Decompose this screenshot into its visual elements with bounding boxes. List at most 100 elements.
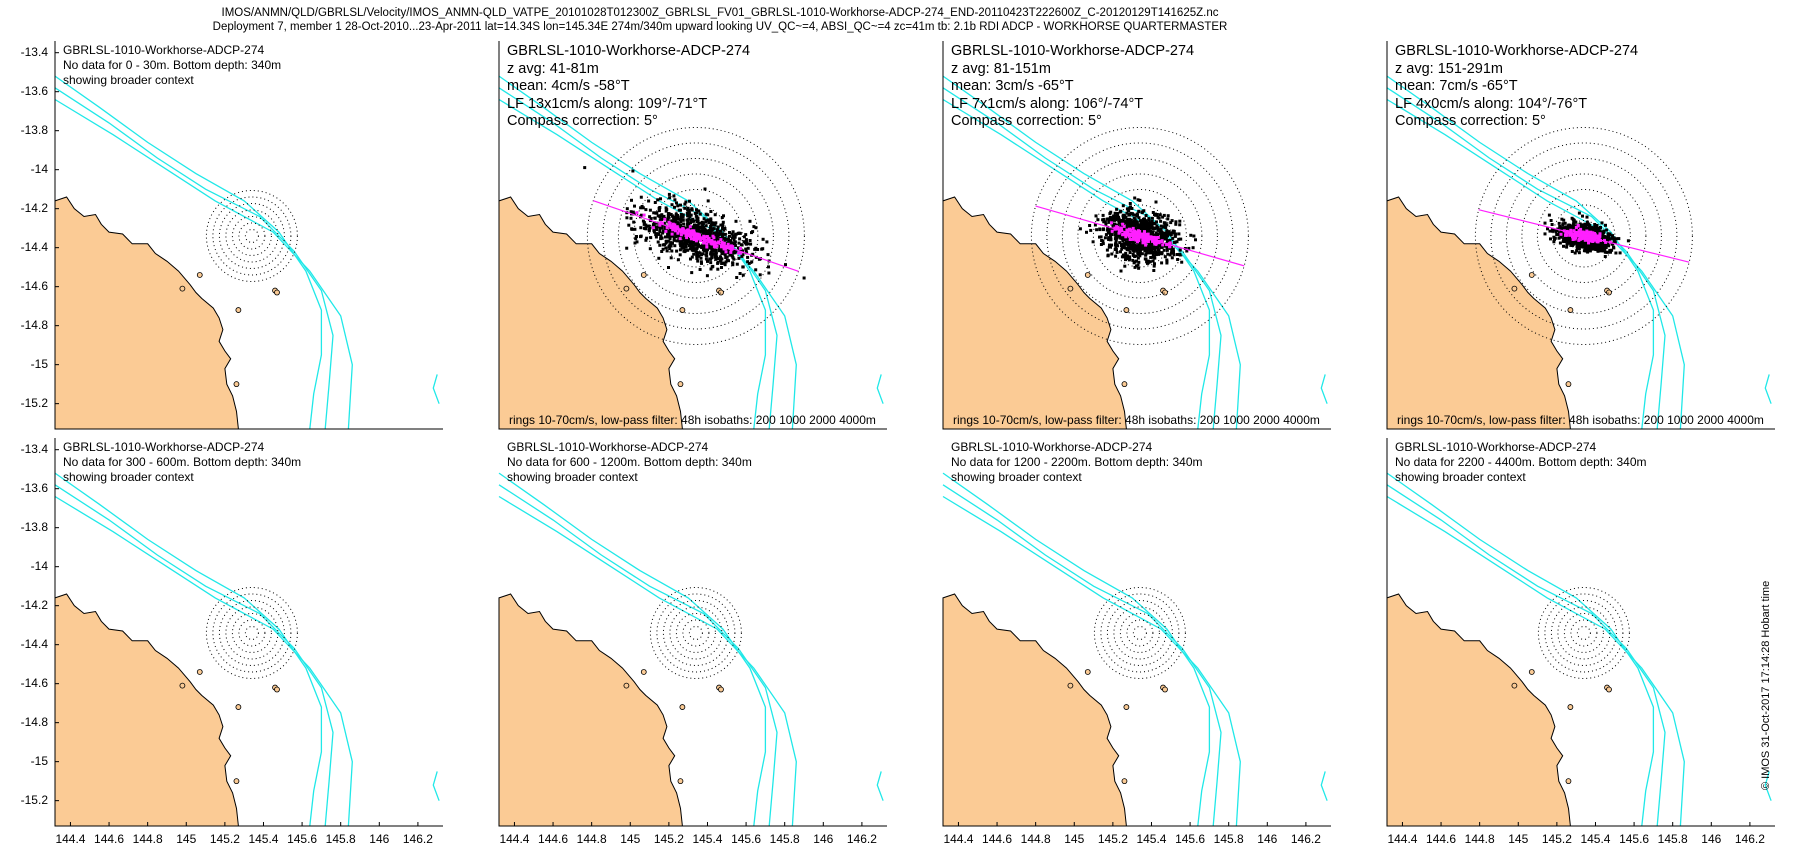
island-5 xyxy=(1528,272,1535,278)
isobath-line-1 xyxy=(498,472,767,827)
lowpass-point xyxy=(1580,233,1584,237)
scatter-point xyxy=(1091,240,1095,244)
island-3 xyxy=(1121,778,1128,785)
scatter-point xyxy=(686,220,690,224)
scatter-point xyxy=(1606,242,1610,246)
scatter-point xyxy=(1150,223,1154,227)
scatter-point xyxy=(758,273,762,277)
scatter-point xyxy=(694,229,698,232)
scatter-point xyxy=(1173,234,1177,238)
x-tick-label: 145.4 xyxy=(692,832,723,846)
scatter-point xyxy=(1114,240,1118,244)
scatter-point xyxy=(625,216,629,220)
scatter-point xyxy=(1161,215,1165,219)
scatter-point xyxy=(1566,240,1570,244)
scatter-point xyxy=(1113,248,1117,251)
scatter-point xyxy=(1104,233,1108,237)
scatter-point xyxy=(735,276,739,279)
scatter-point xyxy=(677,223,681,227)
lowpass-point xyxy=(1574,231,1578,234)
lowpass-point xyxy=(1149,235,1153,239)
scatter-point xyxy=(1157,251,1161,255)
lowpass-point xyxy=(702,241,706,245)
scatter-point xyxy=(1581,225,1585,229)
scatter-point xyxy=(634,237,638,241)
scatter-point xyxy=(1153,247,1156,251)
scatter-point xyxy=(719,223,723,227)
scatter-point xyxy=(1155,232,1159,236)
scatter-point xyxy=(765,240,769,244)
lowpass-point xyxy=(729,250,733,254)
copyright-timestamp: © IMOS 31-Oct-2017 17:14:28 Hobart time xyxy=(1760,580,1772,790)
scatter-point xyxy=(656,214,660,218)
panel-annotation: GBRLSL-1010-Workhorse-ADCP-274 z avg: 41-… xyxy=(507,43,750,131)
scatter-point xyxy=(703,187,707,191)
scatter-point xyxy=(706,218,710,222)
scatter-point xyxy=(659,234,663,238)
speed-ring-70cms xyxy=(1030,126,1249,345)
scatter-point xyxy=(1165,232,1169,236)
scatter-point xyxy=(679,220,683,224)
scatter-point xyxy=(1177,232,1181,236)
scatter-point xyxy=(724,260,728,264)
scatter-point xyxy=(1154,253,1158,257)
scatter-point xyxy=(731,251,735,255)
isobath-line-2 xyxy=(1386,484,1666,827)
scatter-point xyxy=(724,256,728,259)
speed-ring-40cms xyxy=(225,606,279,660)
map-panel-7: GBRLSL-1010-Workhorse-ADCP-274 No data fo… xyxy=(942,438,1331,846)
scatter-point xyxy=(1600,243,1603,247)
scatter-point xyxy=(698,268,702,271)
scatter-point xyxy=(647,228,651,232)
scatter-point xyxy=(633,227,637,231)
x-tick-label: 145.8 xyxy=(325,832,356,846)
x-tick-label: 144.6 xyxy=(538,832,569,846)
isobath-line-3 xyxy=(942,495,1241,827)
scatter-point xyxy=(1140,226,1144,229)
scatter-point xyxy=(673,198,677,202)
scatter-point xyxy=(665,208,669,212)
x-tick-label: 146 xyxy=(813,832,834,846)
scatter-point xyxy=(1151,211,1155,214)
scatter-point xyxy=(665,249,669,253)
scatter-point xyxy=(699,260,703,264)
scatter-point xyxy=(1579,226,1583,229)
panel-annotation: GBRLSL-1010-Workhorse-ADCP-274 z avg: 151… xyxy=(1395,43,1638,131)
annotation-line-2: No data for 600 - 1200m. Bottom depth: 3… xyxy=(507,455,752,469)
scatter-point xyxy=(1176,253,1179,256)
scatter-point xyxy=(1600,221,1604,225)
scatter-point xyxy=(697,209,701,213)
scatter-point xyxy=(684,239,688,243)
scatter-point xyxy=(633,241,637,245)
lowpass-point xyxy=(1136,229,1140,233)
island-6 xyxy=(1511,285,1518,292)
scatter-point xyxy=(666,235,670,239)
scatter-point xyxy=(1136,256,1140,260)
scatter-point xyxy=(761,237,765,241)
scatter-point xyxy=(1138,250,1142,254)
scatter-point xyxy=(716,234,720,238)
scatter-point xyxy=(643,226,647,230)
scatter-point xyxy=(670,203,674,207)
scatter-point xyxy=(747,261,751,265)
scatter-point xyxy=(1577,247,1581,251)
speed-ring-10cms xyxy=(1132,625,1147,640)
scatter-point xyxy=(1170,231,1174,235)
scatter-point xyxy=(649,236,653,240)
scatter-point xyxy=(1109,234,1112,238)
lowpass-point xyxy=(719,238,723,242)
scatter-point xyxy=(1191,246,1195,250)
scatter-point xyxy=(660,218,664,221)
lowpass-point xyxy=(1596,234,1600,238)
scatter-point xyxy=(1146,228,1150,232)
scatter-point xyxy=(702,244,706,248)
scatter-point xyxy=(657,206,661,210)
scatter-point xyxy=(1126,256,1129,260)
scatter-point xyxy=(1602,229,1606,233)
map-plot xyxy=(942,41,1331,430)
scatter-point xyxy=(1094,214,1098,218)
scatter-point xyxy=(679,223,683,227)
lowpass-point xyxy=(1144,239,1148,243)
scatter-point xyxy=(679,208,682,212)
scatter-point xyxy=(702,225,706,229)
